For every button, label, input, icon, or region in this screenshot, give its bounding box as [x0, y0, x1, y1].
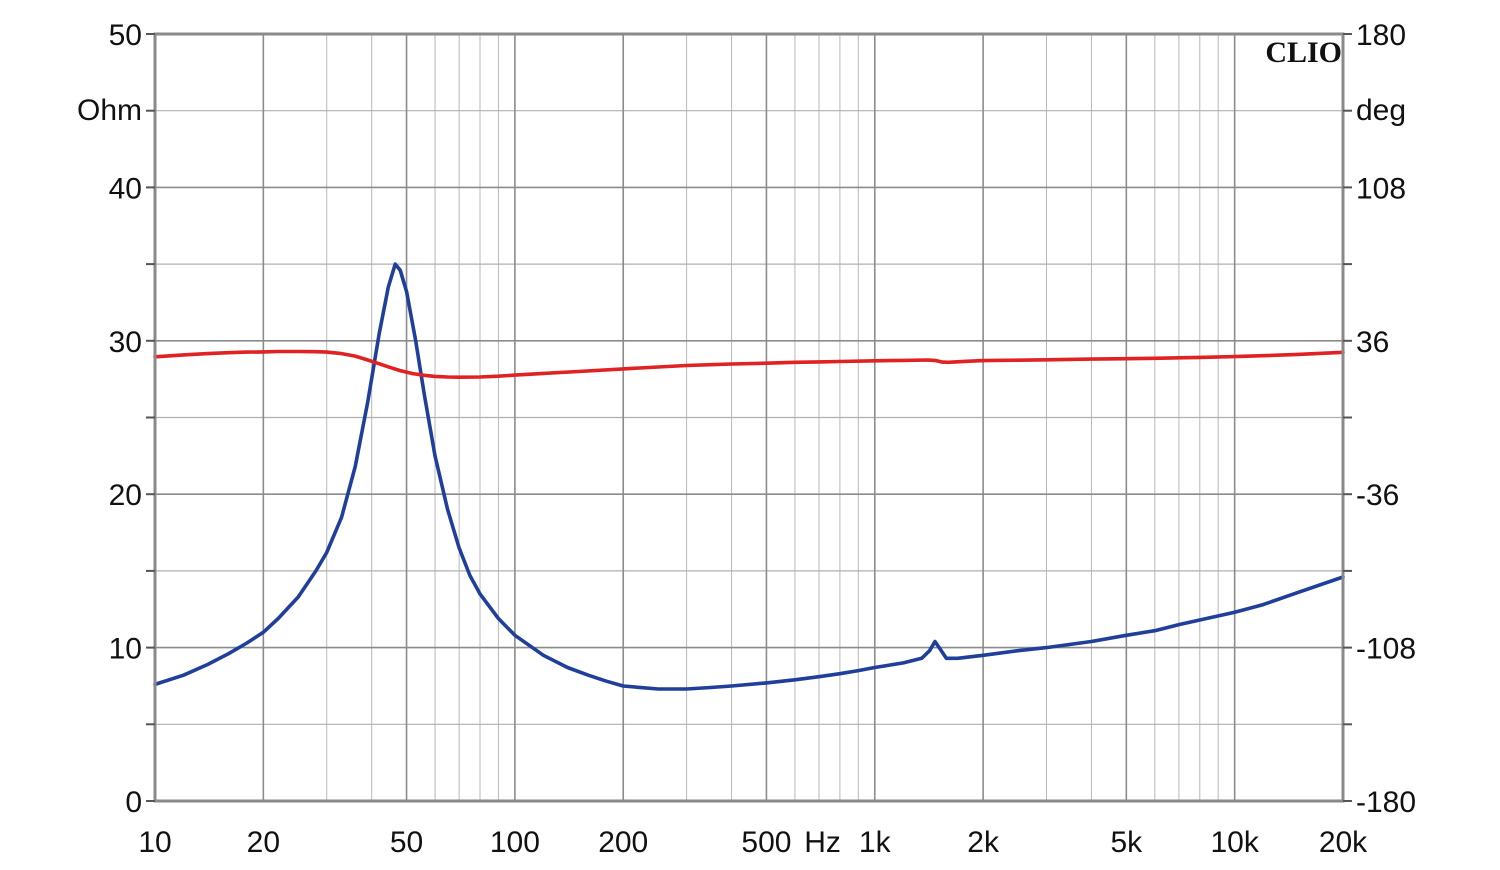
brand-label: CLIO: [1265, 36, 1342, 69]
y-right-tick-label: -36: [1356, 479, 1399, 512]
y-left-tick-label: 30: [109, 326, 142, 359]
x-tick-label: 100: [490, 826, 540, 859]
y-left-tick-label: 10: [109, 633, 142, 666]
phase-series-line: [153, 349, 1345, 379]
tick-labels: 0 10 20 30 40 50 -180 -108 -36 36 108 180 10 20 50 100 2…: [109, 19, 1416, 859]
x-tick-label: 2k: [967, 826, 1000, 859]
x-tick-label: 10k: [1210, 826, 1259, 859]
y-left-tick-label: 40: [109, 172, 142, 205]
x-tick-label: 50: [390, 826, 423, 859]
x-tick-label: 20k: [1319, 826, 1368, 859]
x-tick-label: 5k: [1110, 826, 1143, 859]
y-right-tick-label: 108: [1356, 172, 1406, 205]
y-right-tick-label: 180: [1356, 19, 1406, 52]
series-layer: [153, 262, 1345, 691]
impedance-series-line: [153, 262, 1345, 691]
left-axis-unit: Ohm: [77, 94, 142, 127]
y-right-tick-label: 36: [1356, 326, 1389, 359]
y-left-tick-label: 0: [125, 786, 142, 819]
y-right-tick-label: -180: [1356, 786, 1416, 819]
x-tick-label: 20: [247, 826, 280, 859]
y-left-tick-label: 50: [109, 19, 142, 52]
x-tick-label: 10: [138, 826, 171, 859]
y-right-tick-label: -108: [1356, 633, 1416, 666]
x-tick-label: 200: [598, 826, 648, 859]
minor-grid: [155, 34, 1343, 801]
right-axis-unit: deg: [1356, 94, 1406, 127]
y-left-tick-label: 20: [109, 479, 142, 512]
x-tick-label: 1k: [859, 826, 892, 859]
x-unit-label: Hz: [804, 826, 841, 859]
x-tick-label: 500: [741, 826, 791, 859]
tick-marks: [146, 33, 1352, 802]
